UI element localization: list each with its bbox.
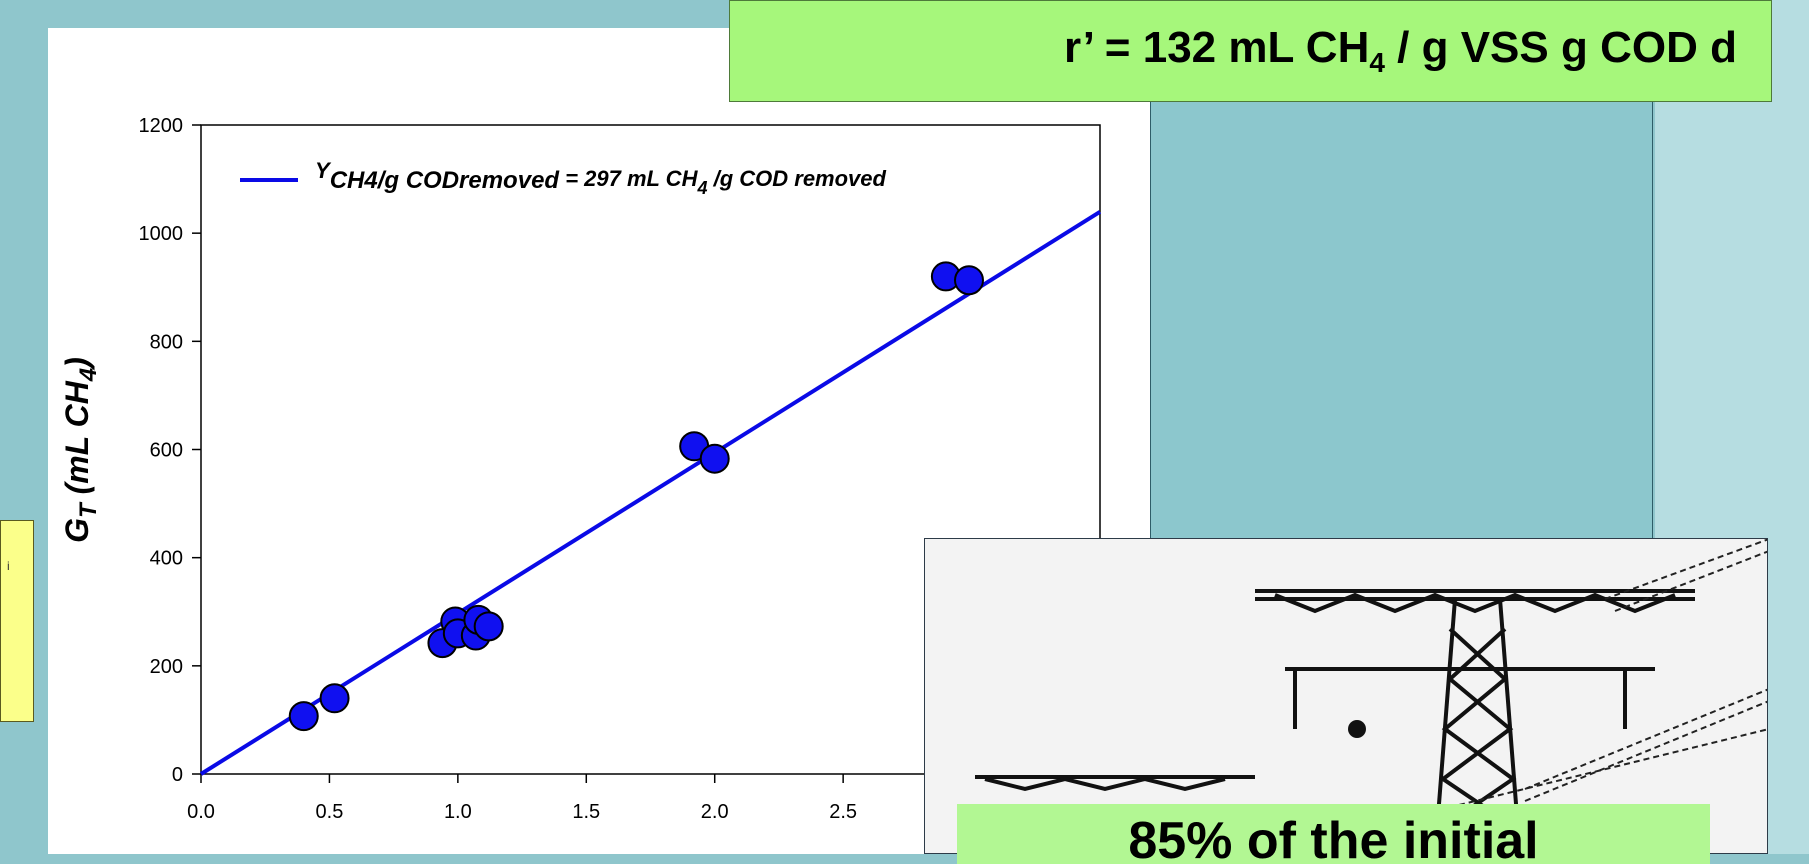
- y-tick-label: 400: [150, 548, 183, 570]
- y-axis: 0 200 400 600 800 1000 1200: [139, 115, 201, 786]
- rate-formula: r’ = 132 mL CH4 / g VSS g COD d: [1064, 23, 1737, 78]
- note-box: i: [0, 520, 34, 722]
- y-tick-label: 1200: [139, 115, 184, 137]
- data-point: [319, 683, 350, 714]
- rate-formula-box: r’ = 132 mL CH4 / g VSS g COD d: [729, 0, 1772, 102]
- x-tick-label: 2.5: [829, 801, 857, 823]
- x-tick-label: 1.0: [444, 801, 472, 823]
- y-tick-label: 1000: [139, 223, 184, 245]
- x-axis: 0.0 0.5 1.0 1.5 2.0 2.5: [187, 774, 857, 823]
- data-point: [473, 611, 504, 642]
- data-point: [288, 701, 319, 732]
- data-points: [288, 261, 985, 732]
- fit-line: [199, 210, 1102, 776]
- legend-label: YCH4/g CODremoved = 297 mL CH4 /g COD re…: [315, 158, 887, 198]
- data-point: [699, 443, 730, 474]
- x-tick-label: 0.0: [187, 801, 215, 823]
- y-tick-label: 200: [150, 656, 183, 678]
- y-axis-label: GT (mL CH4): [59, 357, 102, 543]
- x-tick-label: 0.5: [316, 801, 344, 823]
- x-tick-label: 2.0: [701, 801, 729, 823]
- y-tick-label: 600: [150, 440, 183, 462]
- data-point: [954, 265, 985, 296]
- note-text: i: [7, 559, 10, 573]
- caption-box: 85% of the initial: [957, 804, 1710, 864]
- x-tick-label: 1.5: [572, 801, 600, 823]
- y-tick-label: 800: [150, 331, 183, 353]
- y-tick-label: 0: [172, 764, 183, 786]
